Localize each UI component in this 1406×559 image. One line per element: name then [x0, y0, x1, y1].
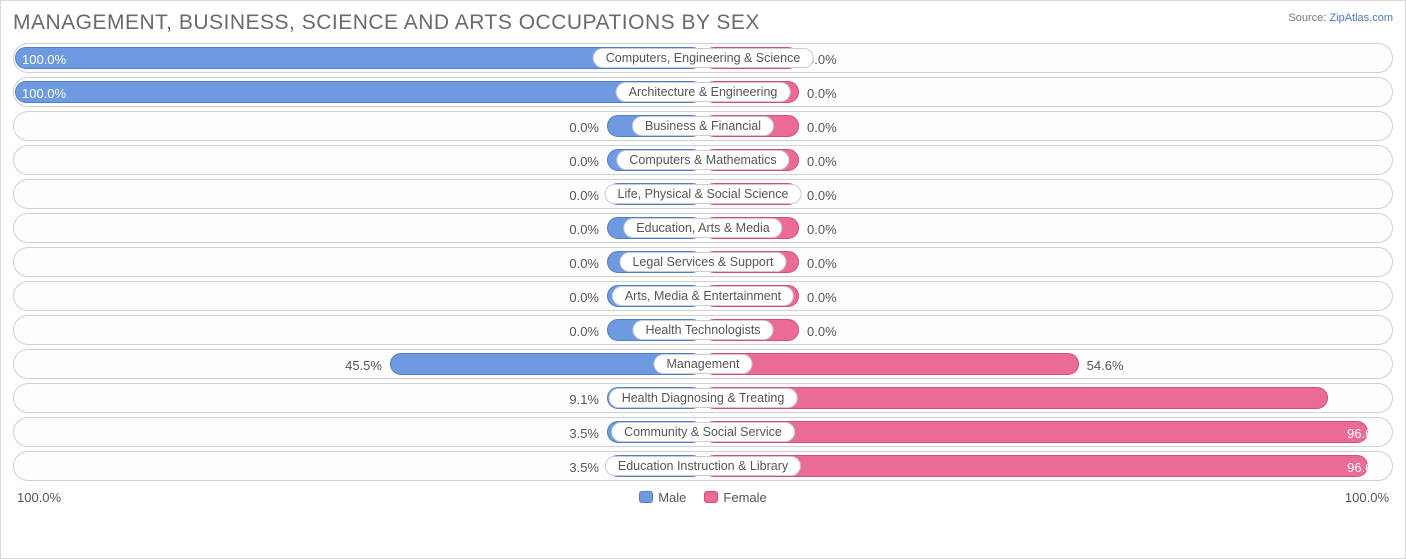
female-value: 0.0%	[801, 112, 837, 141]
female-value: 0.0%	[801, 146, 837, 175]
source-label: Source:	[1288, 12, 1326, 24]
category-label: Computers & Mathematics	[616, 150, 789, 170]
male-value: 0.0%	[569, 214, 605, 243]
source-name: ZipAtlas.com	[1329, 12, 1393, 24]
axis-left-label: 100.0%	[17, 490, 61, 505]
male-value: 100.0%	[22, 44, 66, 73]
table-row: 0.0% 0.0% Education, Arts & Media	[13, 213, 1393, 243]
table-row: 45.5% 54.6% Management	[13, 349, 1393, 379]
female-bar	[703, 353, 1079, 375]
table-row: 0.0% 0.0%Life, Physical & Social Science	[13, 179, 1393, 209]
table-row: 3.5% 96.6% Community & Social Service	[13, 417, 1393, 447]
male-value: 45.5%	[345, 350, 388, 379]
male-value: 0.0%	[569, 146, 605, 175]
table-row: 0.0% 0.0% Computers & Mathematics	[13, 145, 1393, 175]
male-value: 3.5%	[569, 418, 605, 447]
category-label: Architecture & Engineering	[616, 82, 791, 102]
male-value: 9.1%	[569, 384, 605, 413]
category-label: Education Instruction & Library	[605, 456, 801, 476]
category-label: Computers, Engineering & Science	[593, 48, 814, 68]
male-value: 0.0%	[569, 112, 605, 141]
axis-right-label: 100.0%	[1345, 490, 1389, 505]
category-label: Arts, Media & Entertainment	[612, 286, 794, 306]
female-value: 96.6%	[1347, 418, 1384, 447]
category-label: Community & Social Service	[611, 422, 795, 442]
chart-container: MANAGEMENT, BUSINESS, SCIENCE AND ARTS O…	[0, 0, 1406, 559]
footer: 100.0% Male Female 100.0%	[13, 487, 1393, 507]
category-label: Life, Physical & Social Science	[605, 184, 802, 204]
legend-female: Female	[704, 490, 766, 505]
category-label: Health Diagnosing & Treating	[609, 388, 798, 408]
category-label: Legal Services & Support	[619, 252, 786, 272]
swatch-female-icon	[704, 491, 718, 503]
female-value: 0.0%	[801, 316, 837, 345]
female-bar	[703, 421, 1368, 443]
female-value: 0.0%	[801, 248, 837, 277]
legend: Male Female	[639, 490, 767, 505]
female-value: 0.0%	[801, 78, 837, 107]
category-label: Management	[654, 354, 753, 374]
table-row: 0.0% 0.0% Legal Services & Support	[13, 247, 1393, 277]
table-row: 0.0% 0.0% Arts, Media & Entertainment	[13, 281, 1393, 311]
table-row: 0.0% 0.0% Health Technologists	[13, 315, 1393, 345]
rows: 100.0% 0.0% Computers, Engineering & Scien…	[13, 43, 1393, 481]
legend-male-label: Male	[658, 490, 686, 505]
table-row: 100.0% 0.0% Architecture & Engineering	[13, 77, 1393, 107]
swatch-male-icon	[639, 491, 653, 503]
male-value: 100.0%	[22, 78, 66, 107]
female-value: 54.6%	[1081, 350, 1124, 379]
female-value: 0.0%	[801, 180, 837, 209]
male-value: 3.5%	[569, 452, 605, 481]
category-label: Business & Financial	[632, 116, 774, 136]
source: Source: ZipAtlas.com	[1288, 11, 1393, 25]
table-row: 3.5% 96.6% Education Instruction & Library	[13, 451, 1393, 481]
female-value: 90.9%	[1347, 384, 1384, 413]
male-value: 0.0%	[569, 282, 605, 311]
female-value: 96.6%	[1347, 452, 1384, 481]
male-value: 0.0%	[569, 248, 605, 277]
male-value: 0.0%	[569, 316, 605, 345]
header: MANAGEMENT, BUSINESS, SCIENCE AND ARTS O…	[13, 11, 1393, 35]
category-label: Education, Arts & Media	[623, 218, 782, 238]
legend-female-label: Female	[723, 490, 766, 505]
chart-title: MANAGEMENT, BUSINESS, SCIENCE AND ARTS O…	[13, 11, 760, 35]
female-value: 0.0%	[801, 282, 837, 311]
female-value: 0.0%	[801, 214, 837, 243]
table-row: 100.0%0.0%Computers, Engineering & Scien…	[13, 43, 1393, 73]
male-bar	[15, 81, 703, 103]
male-value: 0.0%	[569, 180, 605, 209]
category-label: Health Technologists	[632, 320, 773, 340]
table-row: 9.1% 90.9% Health Diagnosing & Treating	[13, 383, 1393, 413]
legend-male: Male	[639, 490, 686, 505]
table-row: 0.0% 0.0% Business & Financial	[13, 111, 1393, 141]
female-bar	[703, 455, 1368, 477]
